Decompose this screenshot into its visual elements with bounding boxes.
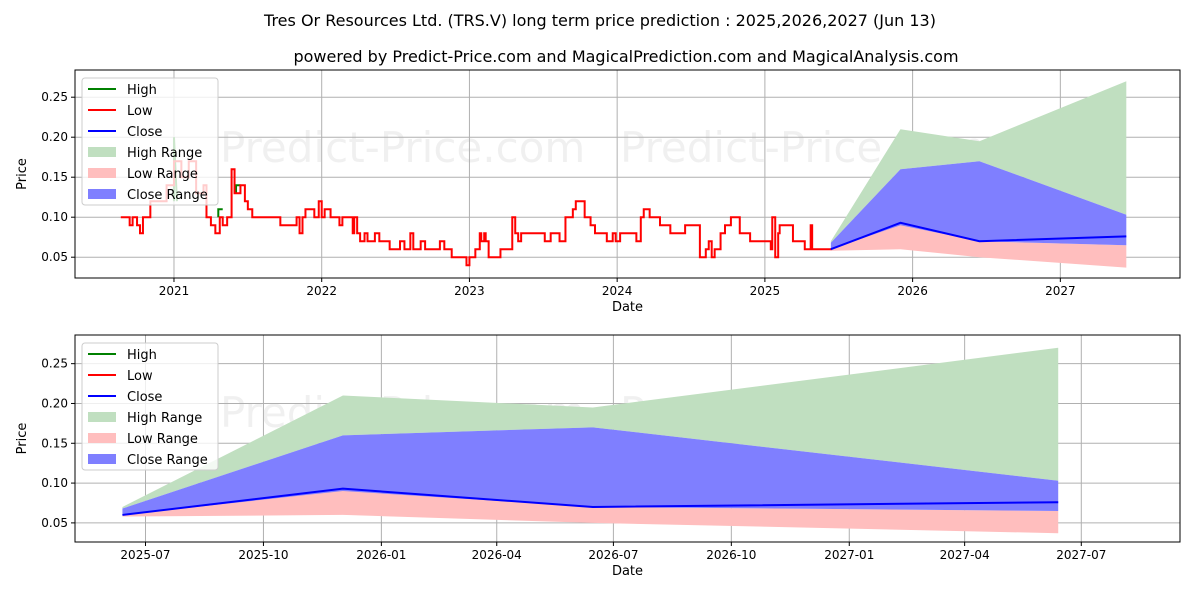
x-tick-label: 2026-07 [588, 548, 638, 562]
x-tick-label: 2021 [159, 284, 190, 298]
y-tick-label: 0.25 [41, 357, 68, 371]
x-tick-label: 2026-10 [706, 548, 756, 562]
legend-label: Close [127, 125, 162, 140]
y-tick-label: 0.10 [41, 210, 68, 224]
legend-swatch-close-range [88, 454, 116, 464]
chart-subtitle: powered by Predict-Price.com and Magical… [293, 47, 958, 66]
legend-label: Low [127, 369, 153, 384]
x-tick-label: 2025 [750, 284, 781, 298]
y-tick-label: 0.20 [41, 130, 68, 144]
x-tick-label: 2025-10 [238, 548, 288, 562]
x-tick-label: 2027-04 [940, 548, 990, 562]
x-tick-label: 2022 [306, 284, 337, 298]
legend-label: Close [127, 390, 162, 405]
legend-label: Close Range [127, 453, 208, 468]
x-tick-label: 2026-04 [472, 548, 522, 562]
legend-label: Low [127, 104, 153, 119]
chart-title: Tres Or Resources Ltd. (TRS.V) long term… [263, 11, 936, 30]
x-tick-label: 2026 [897, 284, 928, 298]
forecast-plot: Predict-Price.comPredict-Price.com2025-0… [15, 335, 1180, 579]
y-tick-label: 0.25 [41, 90, 68, 104]
legend: High Low Close High Range Low Range Close Ran… [82, 343, 218, 470]
x-tick-label: 2025-07 [120, 548, 170, 562]
legend-label: Low Range [127, 432, 198, 447]
x-tick-label: 2027-07 [1056, 548, 1106, 562]
legend-label: Low Range [127, 167, 198, 182]
legend: High Low Close High Range Low Range Close Ran… [82, 78, 218, 205]
y-tick-label: 0.05 [41, 250, 68, 264]
legend-label: Close Range [127, 188, 208, 203]
y-tick-label: 0.15 [41, 170, 68, 184]
x-tick-label: 2023 [454, 284, 485, 298]
legend-swatch-low-range [88, 433, 116, 443]
high-series-line [218, 209, 222, 217]
legend-label: High Range [127, 411, 202, 426]
y-axis-label: Price [15, 423, 30, 455]
x-tick-label: 2027-01 [824, 548, 874, 562]
legend-label: High Range [127, 146, 202, 161]
y-tick-label: 0.10 [41, 476, 68, 490]
plot-marks [122, 348, 1058, 534]
legend-swatch-high-range [88, 147, 116, 157]
x-tick-label: 2026-01 [356, 548, 406, 562]
legend-label: High [127, 348, 157, 363]
x-tick-label: 2027 [1045, 284, 1076, 298]
x-tick-label: 2024 [602, 284, 633, 298]
y-tick-label: 0.20 [41, 396, 68, 410]
watermark-text: Predict-Price.com [220, 123, 585, 172]
y-tick-label: 0.05 [41, 516, 68, 530]
legend-label: High [127, 83, 157, 98]
legend-swatch-close-range [88, 189, 116, 199]
x-axis-label: Date [612, 564, 643, 579]
y-axis-label: Price [15, 158, 30, 190]
y-tick-label: 0.15 [41, 436, 68, 450]
legend-swatch-low-range [88, 168, 116, 178]
legend-swatch-high-range [88, 412, 116, 422]
plot-marks [121, 81, 1127, 267]
x-axis-label: Date [612, 300, 643, 315]
